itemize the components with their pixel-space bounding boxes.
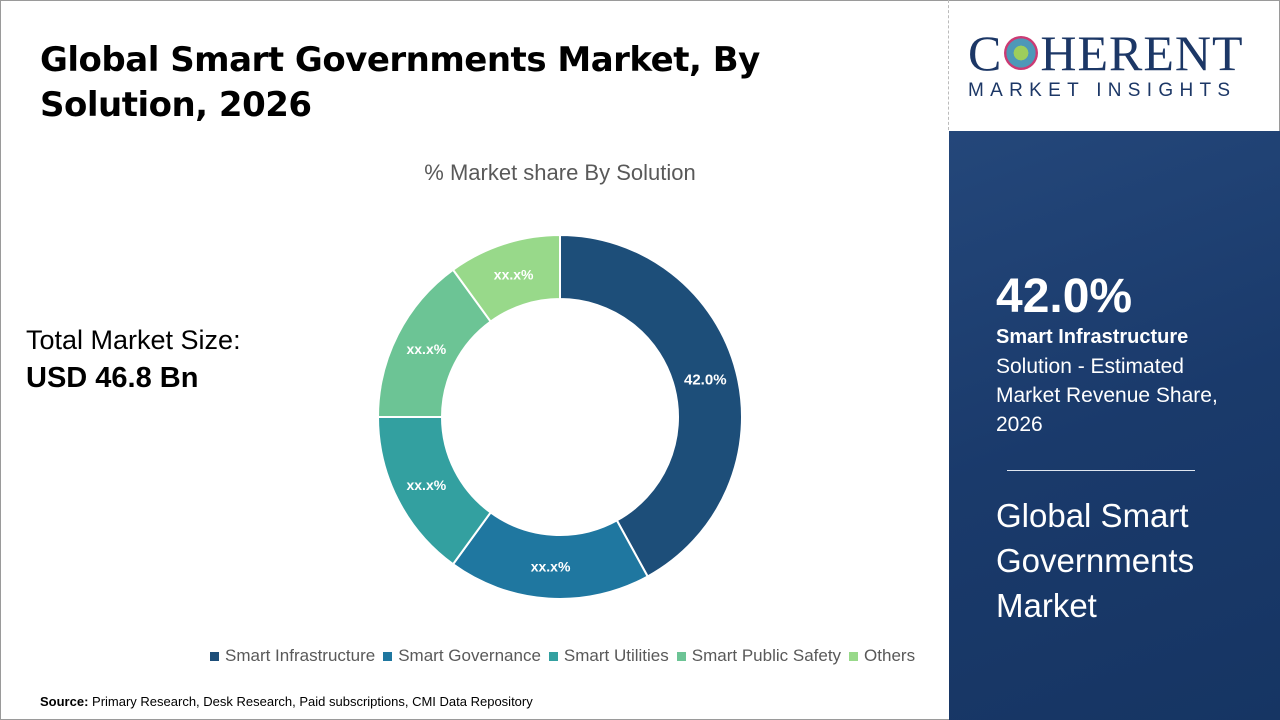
data-label: xx.x% (406, 477, 446, 493)
legend-label: Smart Governance (398, 646, 541, 665)
total-market-size-value: USD 46.8 Bn (26, 362, 199, 394)
legend-swatch (849, 651, 859, 661)
legend-label: Smart Utilities (563, 646, 669, 665)
highlight-segment: Smart Infrastructure (996, 326, 1189, 348)
chart-legend: Smart Infrastructure Smart Governance Smar… (210, 646, 915, 666)
legend-item: Smart Utilities (548, 646, 669, 666)
page-title: Global Smart Governments Market, By Solu… (40, 40, 760, 125)
source-text: Primary Research, Desk Research, Paid su… (92, 694, 533, 709)
highlight-description: Solution - Estimated Market Revenue Shar… (996, 355, 1218, 436)
donut-slice-others (451, 233, 561, 323)
legend-label: Smart Public Safety (691, 646, 842, 665)
data-label: xx.x% (406, 341, 446, 357)
divider (948, 0, 949, 130)
legend-item: Smart Infrastructure (210, 646, 375, 666)
legend-item: Smart Public Safety (676, 646, 842, 666)
legend-item: Others (849, 646, 915, 666)
legend-swatch (383, 651, 393, 661)
highlight-panel: 42.0% Smart Infrastructure Solution - Es… (949, 131, 1280, 720)
logo-main: C HERENT (968, 25, 1244, 81)
donut-chart: 42.0% xx.x% xx.x% xx.x% xx.x% (376, 233, 743, 600)
coherent-logo: C HERENT MARKET INSIGHTS (968, 28, 1268, 102)
highlight-percent: 42.0% (996, 270, 1133, 323)
legend-label: Smart Infrastructure (225, 646, 376, 665)
logo-sub: MARKET INSIGHTS (968, 80, 1237, 101)
panel-divider (1007, 470, 1195, 471)
total-market-size-label: Total Market Size: (26, 325, 241, 355)
highlight-market-name: Global Smart Governments Market (996, 497, 1195, 624)
globe-icon (1004, 36, 1039, 70)
data-label: xx.x% (494, 266, 534, 282)
source-note: Source: Primary Research, Desk Research,… (40, 694, 533, 709)
source-label: Source: (40, 694, 89, 709)
legend-swatch (210, 651, 219, 661)
data-label: 42.0% (684, 372, 727, 389)
legend-swatch (548, 651, 558, 661)
legend-swatch (676, 651, 686, 661)
donut-slice-smart-infrastructure (559, 233, 743, 578)
chart-title: % Market share By Solution (424, 160, 696, 185)
legend-label: Others (864, 646, 916, 665)
data-label: xx.x% (531, 559, 571, 575)
legend-item: Smart Governance (383, 646, 541, 666)
